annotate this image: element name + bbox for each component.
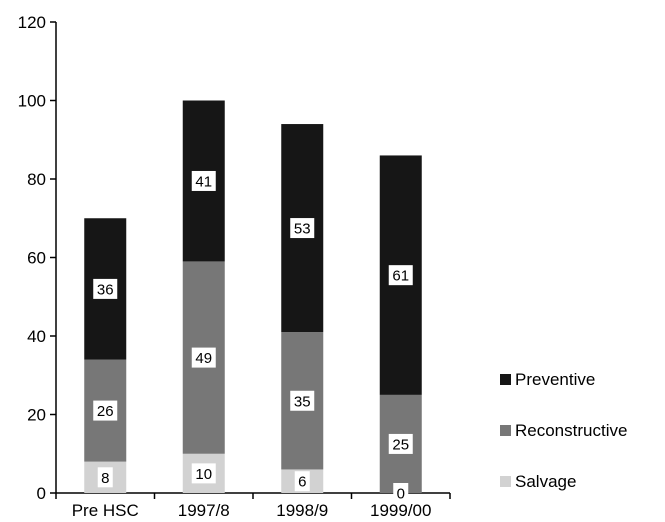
y-tick-label: 20 <box>27 406 46 425</box>
data-label-background <box>290 218 315 239</box>
data-label-background <box>388 265 413 286</box>
data-label-reconstructive: 26 <box>97 403 114 420</box>
y-tick-label: 120 <box>18 13 46 32</box>
legend-label-salvage: Salvage <box>515 472 576 491</box>
data-label-background <box>191 463 216 484</box>
legend-label-reconstructive: Reconstructive <box>515 421 627 440</box>
legend-swatch-salvage <box>500 476 511 487</box>
data-label-background <box>191 170 216 191</box>
y-tick-label: 60 <box>27 249 46 268</box>
legend-swatch-reconstructive <box>500 425 511 436</box>
data-label-background <box>191 347 216 368</box>
data-label-reconstructive: 25 <box>392 436 409 453</box>
y-axis: 0 20 40 60 80 100 120 <box>18 13 57 503</box>
data-label-background <box>294 471 310 492</box>
y-tick-label: 40 <box>27 327 46 346</box>
data-label-reconstructive: 35 <box>294 393 311 410</box>
legend: Preventive Reconstructive Salvage <box>500 370 627 491</box>
data-label-salvage: 10 <box>195 466 212 483</box>
data-label-salvage: 0 <box>397 486 405 503</box>
x-category-label: 1998/9 <box>276 501 328 520</box>
data-label-preventive: 41 <box>195 173 212 190</box>
data-label-preventive: 36 <box>97 281 114 298</box>
data-label-reconstructive: 49 <box>195 350 212 367</box>
data-labels: 8 26 36 10 49 41 6 35 53 0 25 61 <box>93 170 413 503</box>
data-label-background <box>290 390 315 411</box>
data-label-salvage: 8 <box>101 470 109 487</box>
bars <box>84 100 422 493</box>
data-label-background <box>393 483 409 503</box>
legend-swatch-preventive <box>500 374 511 385</box>
x-category-label: Pre HSC <box>72 501 139 520</box>
legend-label-preventive: Preventive <box>515 370 595 389</box>
x-category-label: 1999/00 <box>370 501 431 520</box>
data-label-preventive: 53 <box>294 221 311 238</box>
data-label-background <box>97 467 113 488</box>
x-category-label: 1997/8 <box>178 501 230 520</box>
y-tick-label: 100 <box>18 92 46 111</box>
data-label-background <box>93 400 118 421</box>
data-label-background <box>93 278 118 299</box>
y-tick-label: 80 <box>27 170 46 189</box>
data-label-preventive: 61 <box>392 268 409 285</box>
data-label-background <box>388 433 413 454</box>
data-label-salvage: 6 <box>298 474 306 491</box>
y-tick-label: 0 <box>37 484 46 503</box>
x-axis: Pre HSC 1997/8 1998/9 1999/00 <box>55 492 451 520</box>
